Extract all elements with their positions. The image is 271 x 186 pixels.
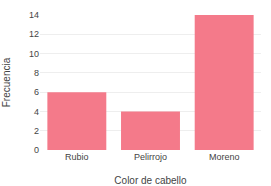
svg-text:10: 10 [29, 49, 39, 59]
svg-text:Moreno: Moreno [209, 152, 240, 162]
svg-text:6: 6 [34, 87, 39, 97]
svg-text:2: 2 [34, 126, 39, 136]
svg-text:0: 0 [34, 145, 39, 155]
svg-text:Pelirrojo: Pelirrojo [134, 152, 167, 162]
svg-text:14: 14 [29, 10, 39, 20]
svg-text:Color de cabello: Color de cabello [114, 175, 187, 186]
svg-text:Rubio: Rubio [65, 152, 89, 162]
svg-text:12: 12 [29, 29, 39, 39]
svg-text:Frecuencia: Frecuencia [1, 57, 12, 107]
svg-text:4: 4 [34, 107, 39, 117]
svg-text:8: 8 [34, 68, 39, 78]
